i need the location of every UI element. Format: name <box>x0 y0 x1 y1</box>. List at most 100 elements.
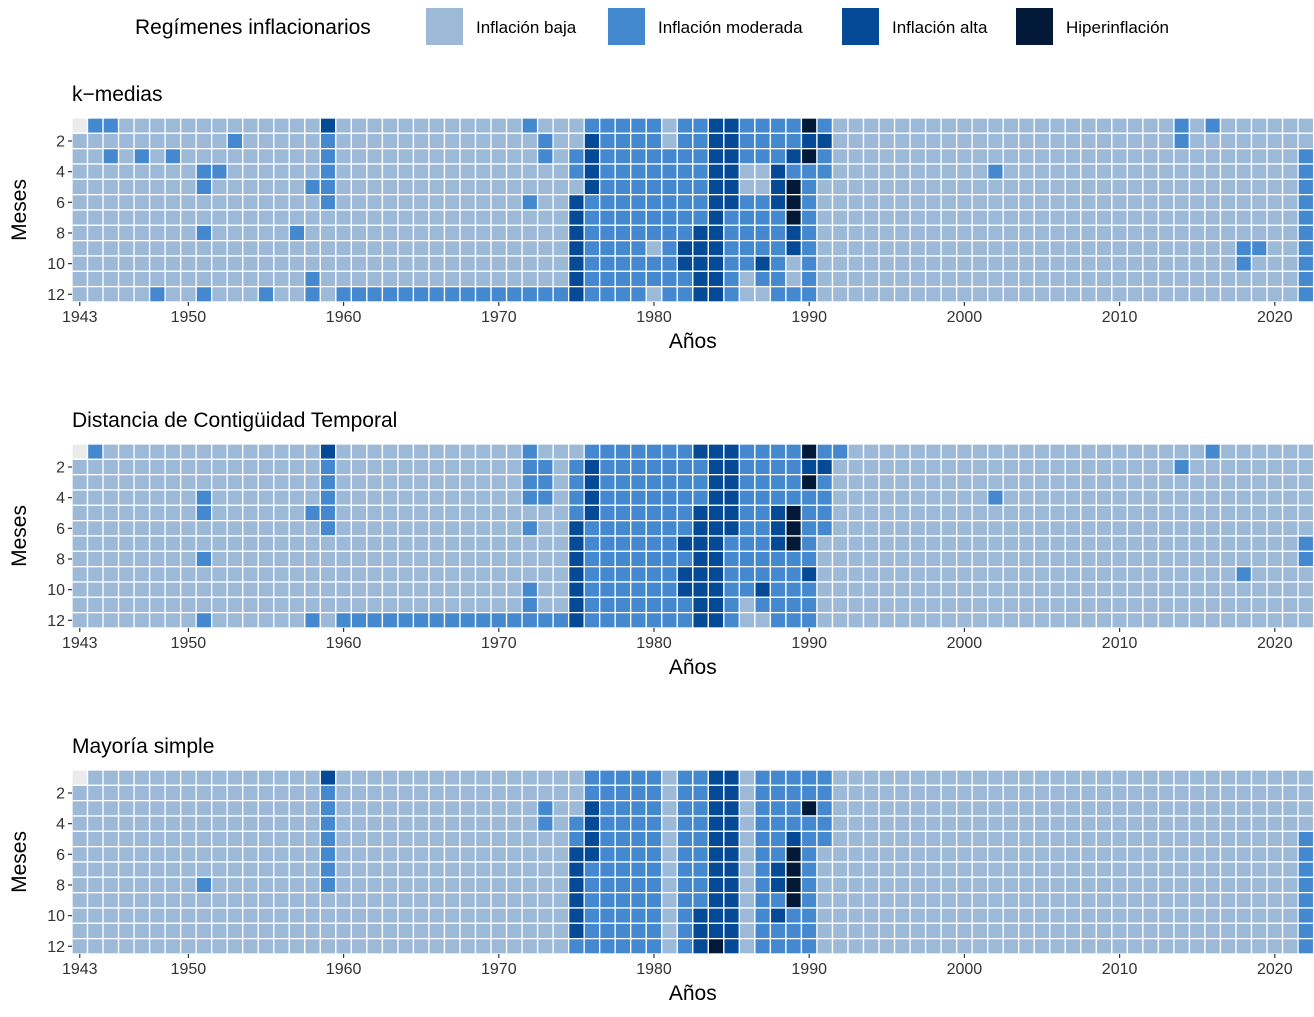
heatmap-cell <box>474 117 492 134</box>
heatmap-cell <box>893 830 911 848</box>
heatmap-cell <box>971 861 989 878</box>
heatmap-cell <box>1188 565 1206 583</box>
heatmap-cell <box>1142 255 1160 272</box>
heatmap-cell <box>381 550 399 568</box>
heatmap-cell <box>428 520 446 537</box>
heatmap-cell <box>179 458 197 476</box>
heatmap-cell <box>955 285 973 303</box>
heatmap-cell <box>536 596 554 614</box>
heatmap-cell <box>257 224 275 242</box>
heatmap-cell <box>397 520 415 537</box>
heatmap-cell <box>676 270 694 288</box>
heatmap-cell <box>335 937 353 955</box>
heatmap-cell <box>117 907 135 924</box>
heatmap-cell <box>1126 769 1144 786</box>
heatmap-cell <box>1126 876 1144 894</box>
heatmap-cell <box>800 285 818 303</box>
heatmap-cell <box>955 520 973 537</box>
heatmap-cell <box>164 193 182 211</box>
heatmap-cell <box>1250 846 1268 863</box>
heatmap-cell <box>536 239 554 257</box>
heatmap-cell <box>505 117 523 134</box>
heatmap-cell <box>335 581 353 598</box>
heatmap-cell <box>350 224 368 242</box>
heatmap-cell <box>1157 504 1175 522</box>
heatmap-cell <box>723 830 741 848</box>
heatmap-cell <box>366 474 384 491</box>
heatmap-cell <box>1049 596 1066 614</box>
heatmap-cell <box>536 861 554 878</box>
heatmap-cell <box>1033 611 1051 629</box>
heatmap-cell <box>738 148 756 165</box>
heatmap-cell <box>428 830 446 848</box>
heatmap-cell <box>847 769 865 786</box>
heatmap-cell <box>148 117 166 134</box>
heatmap-cell <box>955 815 973 832</box>
heatmap-cell <box>552 581 570 598</box>
heatmap-cell <box>226 861 244 878</box>
heatmap-cell <box>707 163 725 180</box>
heatmap-cell <box>723 489 741 506</box>
heatmap-cell <box>692 907 709 924</box>
heatmap-cell <box>754 520 772 537</box>
heatmap-cell <box>102 270 120 288</box>
heatmap-cell <box>940 830 958 848</box>
heatmap-cell <box>381 474 399 491</box>
heatmap-cell <box>350 907 368 924</box>
heatmap-cell <box>800 132 818 150</box>
heatmap-cell <box>1142 550 1160 568</box>
heatmap-cell <box>1204 815 1222 832</box>
heatmap-cell <box>1204 458 1222 476</box>
heatmap-cell <box>599 163 616 180</box>
heatmap-cell <box>754 891 772 909</box>
heatmap-cell <box>816 520 834 537</box>
heatmap-cell <box>288 830 306 848</box>
heatmap-cell <box>909 285 927 303</box>
heatmap-cell <box>614 784 632 802</box>
heatmap-cell <box>862 922 880 940</box>
heatmap-cell <box>86 224 104 242</box>
heatmap-cell <box>661 178 678 196</box>
heatmap-cell <box>1018 178 1035 196</box>
heatmap-cell <box>1297 922 1314 940</box>
legend-swatch <box>426 8 463 45</box>
heatmap-cell <box>179 876 197 894</box>
heatmap-cell <box>412 581 430 598</box>
heatmap-cell <box>536 846 554 863</box>
heatmap-cell <box>86 800 104 817</box>
heatmap-cell <box>971 876 989 894</box>
heatmap-cell <box>86 769 104 786</box>
heatmap-cell <box>1250 163 1268 180</box>
heatmap-cell <box>1080 581 1097 598</box>
heatmap-cell <box>955 239 973 257</box>
heatmap-cell <box>319 907 337 924</box>
heatmap-cell <box>1188 489 1206 506</box>
heatmap-cell <box>1219 163 1237 180</box>
heatmap-cell <box>785 565 803 583</box>
heatmap-cell <box>1002 489 1020 506</box>
heatmap-cell <box>1297 193 1314 211</box>
heatmap-cell <box>164 611 182 629</box>
heatmap-cell <box>909 132 927 150</box>
heatmap-cell <box>1188 815 1206 832</box>
heatmap-cell <box>614 861 632 878</box>
heatmap-cell <box>1297 443 1314 460</box>
heatmap-cell <box>273 907 290 924</box>
heatmap-cell <box>1219 193 1237 211</box>
heatmap-cell <box>412 270 430 288</box>
heatmap-cell <box>1018 474 1035 491</box>
heatmap-cell <box>304 239 321 257</box>
y-tick-label: 4 <box>56 816 65 833</box>
heatmap-cell <box>1297 830 1314 848</box>
heatmap-cell <box>1142 148 1160 165</box>
heatmap-cell <box>987 163 1004 180</box>
heatmap-cell <box>831 581 849 598</box>
heatmap-cell <box>955 117 973 134</box>
heatmap-cell <box>1002 830 1020 848</box>
heatmap-cell <box>878 270 896 288</box>
heatmap-cell <box>1188 846 1206 863</box>
heatmap-cell <box>71 443 89 460</box>
heatmap-cell <box>645 285 663 303</box>
heatmap-cell <box>86 132 104 150</box>
heatmap-cell <box>86 458 104 476</box>
